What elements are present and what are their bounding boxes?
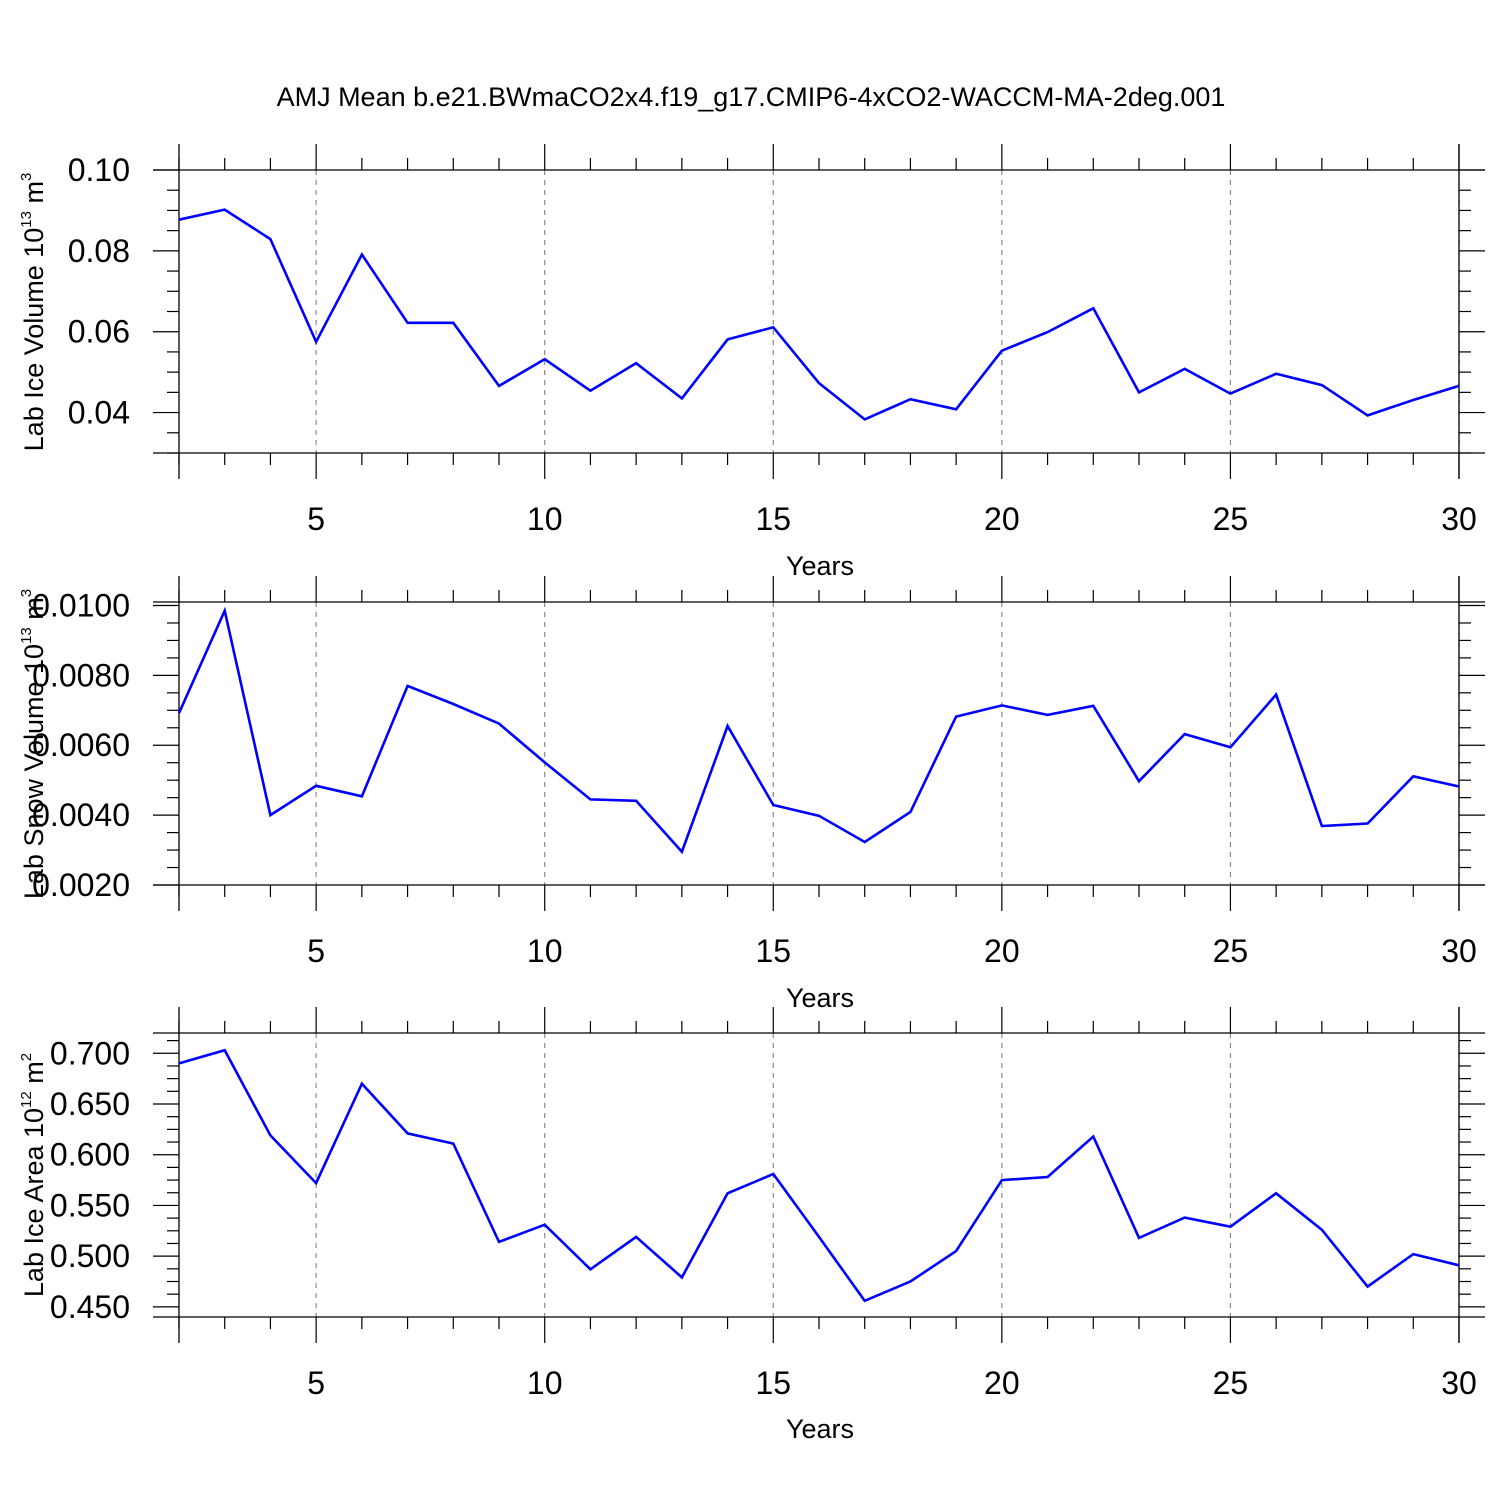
x-tick-label: 15 bbox=[755, 1365, 791, 1401]
x-tick-label: 20 bbox=[984, 501, 1020, 537]
x-tick-label: 10 bbox=[527, 1365, 563, 1401]
y-tick-label: 0.0040 bbox=[32, 797, 130, 833]
y-tick-label: 0.500 bbox=[50, 1238, 130, 1274]
y-tick-label: 0.08 bbox=[68, 233, 130, 269]
panel-ice-volume: 5 10 15 20 25 30 0.04 0.06 0.08 0.10 Years Lab Ice … bbox=[18, 144, 1485, 581]
series-line bbox=[177, 606, 1460, 855]
y-tick-label: 0.0100 bbox=[32, 587, 130, 623]
y-axis-label: Lab Ice Area 1012 m2 bbox=[18, 1053, 49, 1297]
x-tick-label: 30 bbox=[1441, 933, 1477, 969]
x-axis-label: Years bbox=[786, 551, 854, 581]
x-tick-label: 25 bbox=[1213, 933, 1249, 969]
x-tick-label: 20 bbox=[984, 1365, 1020, 1401]
y-tick-label: 0.06 bbox=[68, 314, 130, 350]
figure-title: AMJ Mean b.e21.BWmaCO2x4.f19_g17.CMIP6-4… bbox=[277, 82, 1226, 112]
x-tick-label: 30 bbox=[1441, 501, 1477, 537]
series-line bbox=[178, 1048, 1460, 1303]
x-tick-label: 10 bbox=[527, 933, 563, 969]
series-line bbox=[178, 208, 1460, 421]
x-tick-label: 25 bbox=[1213, 1365, 1249, 1401]
x-tick-label: 5 bbox=[307, 933, 325, 969]
y-tick-label: 0.0060 bbox=[32, 727, 130, 763]
y-tick-label: 0.650 bbox=[50, 1086, 130, 1122]
x-tick-label: 15 bbox=[755, 933, 791, 969]
y-tick-label: 0.0080 bbox=[32, 657, 130, 693]
x-tick-label: 30 bbox=[1441, 1365, 1477, 1401]
y-tick-label: 0.04 bbox=[68, 395, 130, 431]
x-tick-label: 20 bbox=[984, 933, 1020, 969]
panel-ice-area: 5 10 15 20 25 30 0.450 0.500 0.550 0.600 0.650 0.70… bbox=[18, 1007, 1485, 1444]
x-tick-label: 10 bbox=[527, 501, 563, 537]
y-tick-label: 0.600 bbox=[50, 1137, 130, 1173]
y-axis-label: Lab Snow Volume 1013 m3 bbox=[18, 589, 49, 899]
y-tick-label: 0.10 bbox=[68, 152, 130, 188]
y-tick-label: 0.550 bbox=[50, 1187, 130, 1223]
x-axis-label: Years bbox=[786, 1414, 854, 1444]
x-tick-label: 5 bbox=[307, 1365, 325, 1401]
y-tick-label: 0.700 bbox=[50, 1035, 130, 1071]
x-tick-label: 25 bbox=[1213, 501, 1249, 537]
y-tick-label: 0.0020 bbox=[32, 867, 130, 903]
y-axis-label: Lab Ice Volume 1013 m3 bbox=[18, 173, 49, 452]
x-axis-label: Years bbox=[786, 983, 854, 1013]
panel-snow-volume: 5 10 15 20 25 30 0.0020 0.0040 0.0060 0.0080 0.010… bbox=[18, 576, 1485, 1013]
y-tick-label: 0.450 bbox=[50, 1289, 130, 1325]
x-tick-label: 15 bbox=[755, 501, 791, 537]
x-tick-label: 5 bbox=[307, 501, 325, 537]
